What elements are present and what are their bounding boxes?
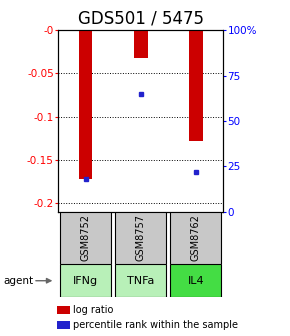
Text: log ratio: log ratio <box>73 305 113 315</box>
Text: GSM8757: GSM8757 <box>136 214 146 261</box>
Bar <box>115 212 166 264</box>
Text: agent: agent <box>3 276 33 286</box>
Bar <box>60 264 111 297</box>
Text: GSM8752: GSM8752 <box>81 214 90 261</box>
Title: GDS501 / 5475: GDS501 / 5475 <box>78 9 204 27</box>
Text: IFNg: IFNg <box>73 276 98 286</box>
Text: TNFa: TNFa <box>127 276 154 286</box>
Bar <box>57 306 70 314</box>
Bar <box>79 30 93 179</box>
Text: IL4: IL4 <box>187 276 204 286</box>
Bar <box>171 212 221 264</box>
Bar <box>171 264 221 297</box>
Bar <box>189 30 203 141</box>
Bar <box>60 212 111 264</box>
Bar <box>57 321 70 329</box>
Text: percentile rank within the sample: percentile rank within the sample <box>73 320 238 330</box>
Bar <box>134 30 148 58</box>
Text: GSM8762: GSM8762 <box>191 214 201 261</box>
Bar <box>115 264 166 297</box>
